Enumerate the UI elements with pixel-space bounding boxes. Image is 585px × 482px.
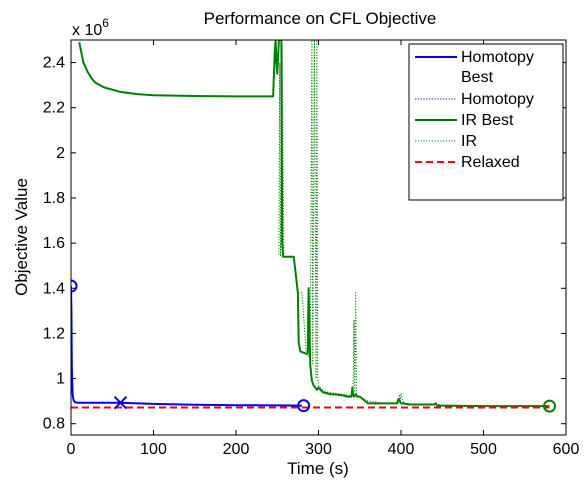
series-layer [71, 40, 550, 409]
y-multiplier-base: x 10 [72, 22, 102, 39]
x-tick-label: 500 [470, 441, 497, 458]
x-tick-label: 600 [553, 441, 580, 458]
series-line-homotopy [71, 286, 303, 407]
x-tick-label: 0 [67, 441, 76, 458]
x-tick-label: 100 [140, 441, 167, 458]
y-axis-label: Objective Value [12, 178, 31, 296]
y-tick-label: 0.8 [43, 416, 65, 433]
y-tick-label: 1.2 [43, 325, 65, 342]
legend-label-ir: IR [461, 133, 477, 150]
marker-homotopy-start [71, 279, 78, 293]
y-tick-label: 2.4 [43, 55, 65, 72]
legend: Homotopy Best Homotopy IR Best IR Relaxed [408, 43, 564, 201]
x-axis-label: Time (s) [287, 459, 349, 478]
marker-homotopy-cross [113, 396, 128, 410]
x-tick-label: 400 [388, 441, 415, 458]
y-tick-label: 2 [56, 145, 65, 162]
legend-label-ir-best: IR Best [461, 112, 514, 129]
marker-homotopy-end [297, 399, 311, 413]
chart-title: Performance on CFL Objective [204, 9, 437, 28]
y-tick-label: 1.4 [43, 280, 65, 297]
y-tick-label: 1.6 [43, 235, 65, 252]
marker-ir-end [543, 399, 556, 413]
markers-layer [71, 279, 556, 413]
y-multiplier: x 106 [72, 16, 109, 39]
y-tick-label: 1.8 [43, 190, 65, 207]
axis-ticks: 0 100 200 300 400 500 600 0.8 1 1.2 1.4 1.6 1.8 2 2.2 2… [43, 40, 580, 458]
y-multiplier-exponent: 6 [102, 16, 109, 30]
x-tick-label: 300 [305, 441, 332, 458]
legend-label-homotopy-best: Homotopy Best [461, 49, 534, 86]
legend-box [408, 43, 564, 201]
x-tick-label: 200 [223, 441, 250, 458]
legend-label-relaxed: Relaxed [461, 154, 520, 171]
series-line-homotopy-best [71, 286, 303, 407]
y-tick-label: 2.2 [43, 100, 65, 117]
y-tick-label: 1 [56, 371, 65, 388]
legend-label-homotopy: Homotopy [461, 91, 534, 108]
series-line-ir-best [78, 40, 550, 408]
plot-frame [70, 39, 567, 436]
